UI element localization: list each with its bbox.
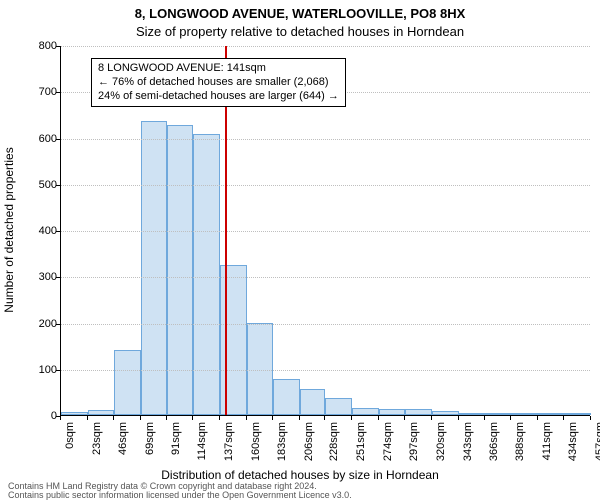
x-tick-mark [431,416,432,420]
x-tick-label: 320sqm [435,422,447,472]
chart-root: 8, LONGWOOD AVENUE, WATERLOOVILLE, PO8 8… [0,0,600,500]
x-tick-mark [378,416,379,420]
x-tick-label: 274sqm [382,422,394,472]
y-tick-label: 0 [17,410,57,422]
y-axis-label: Number of detached properties [2,45,16,415]
gridline [61,231,590,232]
footer: Contains HM Land Registry data © Crown c… [8,482,592,500]
y-tick-label: 800 [17,40,57,52]
x-tick-label: 343sqm [462,422,474,472]
histogram-bar [325,398,352,415]
histogram-bar [61,412,88,415]
y-tick-mark [56,324,60,325]
callout-line-1: 8 LONGWOOD AVENUE: 141sqm [98,62,339,76]
x-tick-label: 411sqm [541,422,553,472]
x-tick-mark [324,416,325,420]
y-tick-mark [56,46,60,47]
x-tick-label: 114sqm [196,422,208,472]
x-tick-label: 434sqm [567,422,579,472]
y-tick-mark [56,185,60,186]
gridline [61,324,590,325]
x-tick-label: 23sqm [91,422,103,472]
y-tick-label: 700 [17,86,57,98]
gridline [61,46,590,47]
histogram-bar [485,413,511,415]
histogram-bar [564,413,591,415]
x-tick-mark [140,416,141,420]
x-tick-label: 137sqm [223,422,235,472]
x-tick-label: 297sqm [408,422,420,472]
histogram-bar [538,413,565,415]
gridline [61,277,590,278]
y-tick-mark [56,92,60,93]
x-tick-mark [590,416,591,420]
x-tick-mark [166,416,167,420]
y-tick-label: 600 [17,133,57,145]
x-tick-label: 91sqm [170,422,182,472]
x-tick-mark [458,416,459,420]
y-tick-label: 100 [17,364,57,376]
x-axis-label: Distribution of detached houses by size … [0,468,600,482]
chart-title: 8, LONGWOOD AVENUE, WATERLOOVILLE, PO8 8… [0,6,600,21]
callout-line-3: 24% of semi-detached houses are larger (… [98,90,339,104]
x-tick-label: 160sqm [250,422,262,472]
x-tick-mark [192,416,193,420]
x-tick-mark [563,416,564,420]
gridline [61,139,590,140]
x-tick-mark [510,416,511,420]
x-tick-mark [113,416,114,420]
histogram-bar [141,121,167,415]
gridline [61,370,590,371]
x-tick-mark [272,416,273,420]
histogram-bar [379,409,406,415]
y-tick-label: 300 [17,271,57,283]
chart-subtitle: Size of property relative to detached ho… [0,24,600,39]
y-tick-mark [56,139,60,140]
x-tick-label: 457sqm [594,422,600,472]
histogram-bar [432,411,459,415]
histogram-bar [352,408,379,415]
x-tick-label: 69sqm [144,422,156,472]
x-tick-mark [351,416,352,420]
histogram-bar [405,409,432,415]
x-tick-mark [60,416,61,420]
y-tick-mark [56,231,60,232]
histogram-bar [193,134,220,415]
plot-area: 8 LONGWOOD AVENUE: 141sqm ← 76% of detac… [60,46,590,416]
x-tick-label: 251sqm [355,422,367,472]
x-tick-label: 366sqm [488,422,500,472]
y-tick-label: 500 [17,179,57,191]
x-tick-label: 46sqm [117,422,129,472]
x-tick-mark [484,416,485,420]
x-tick-mark [404,416,405,420]
x-tick-label: 206sqm [303,422,315,472]
histogram-bar [167,125,194,415]
histogram-bar [88,410,115,415]
y-tick-label: 400 [17,225,57,237]
marker-callout: 8 LONGWOOD AVENUE: 141sqm ← 76% of detac… [91,58,346,107]
x-tick-mark [87,416,88,420]
x-tick-mark [299,416,300,420]
x-tick-mark [246,416,247,420]
x-tick-mark [537,416,538,420]
y-tick-label: 200 [17,318,57,330]
y-tick-mark [56,370,60,371]
callout-line-2: ← 76% of detached houses are smaller (2,… [98,76,339,90]
histogram-bar [273,379,300,415]
histogram-bar [511,413,538,415]
y-tick-mark [56,277,60,278]
gridline [61,185,590,186]
histogram-bar [459,413,486,415]
x-tick-mark [219,416,220,420]
x-tick-label: 183sqm [276,422,288,472]
x-tick-label: 228sqm [328,422,340,472]
x-tick-label: 0sqm [64,422,76,472]
footer-line-2: Contains public sector information licen… [8,491,592,500]
x-tick-label: 388sqm [514,422,526,472]
histogram-bar [300,389,326,415]
histogram-bar [114,350,141,415]
